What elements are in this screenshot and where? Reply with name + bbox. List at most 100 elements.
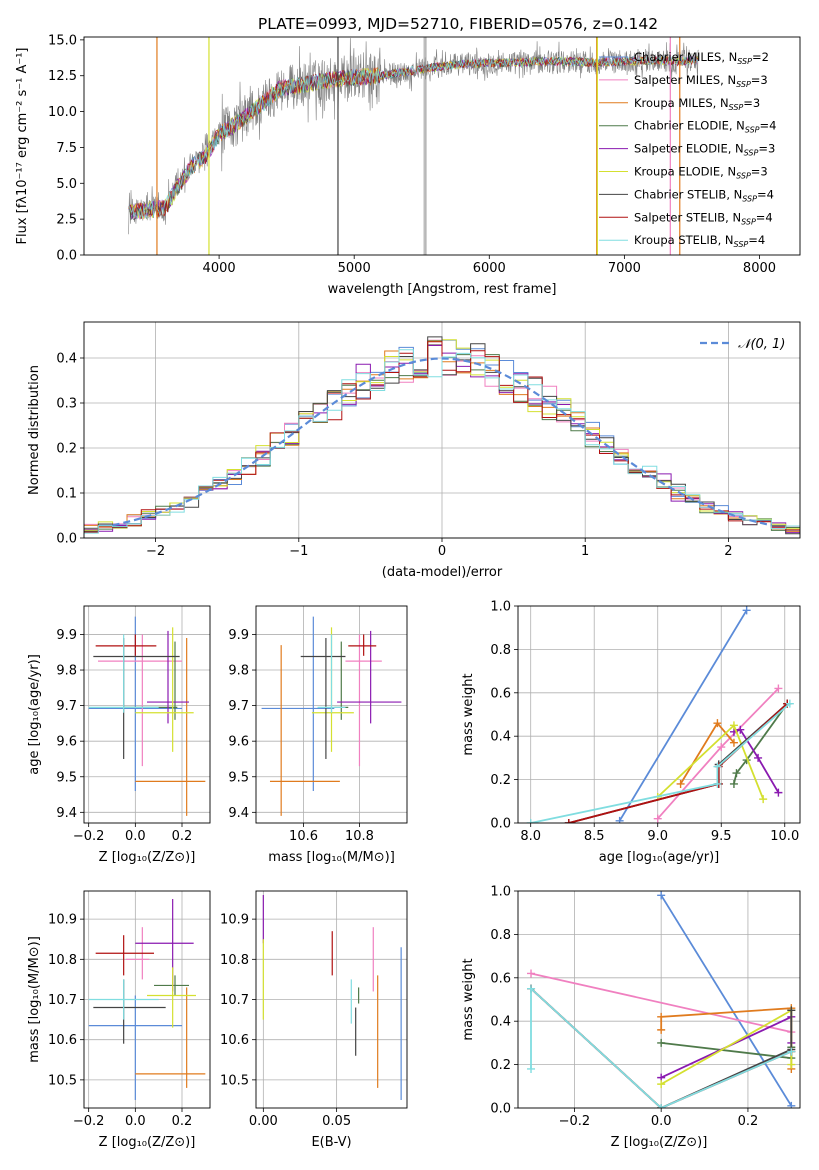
y-tick-label: 0.2: [56, 442, 77, 457]
marker-chabrier_miles: [615, 816, 624, 823]
spectrum-title: PLATE=0993, MJD=52710, FIBERID=0576, z=0…: [258, 15, 658, 33]
y-tick-label: 0.3: [56, 397, 77, 412]
x-tick-label: 8.0: [520, 829, 541, 844]
y-tick-label: 0.0: [56, 532, 77, 547]
marker-chabrier_stelib: [787, 1006, 796, 1015]
y-axis-label: mass weight: [461, 958, 476, 1040]
y-tick-label: 7.5: [56, 141, 77, 156]
y-tick-label: 15.0: [48, 33, 77, 48]
weight_vs_z-series: [527, 891, 796, 1108]
x-tick-label: 0.2: [738, 1114, 759, 1129]
marker-chabrier_elodie: [732, 769, 741, 778]
y-tick-label: 10.5: [220, 1073, 249, 1088]
marker-salpeter_miles: [717, 743, 726, 752]
y-tick-label: 2.5: [56, 213, 77, 228]
series-kroupa_stelib: [530, 986, 792, 1108]
legend-label-kroupa_stelib: Kroupa STELIB, NSSP=4: [634, 233, 765, 249]
y-tick-label: 0.0: [56, 249, 77, 264]
x-tick-label: 10.8: [345, 829, 374, 844]
x-tick-label: 0.05: [322, 1114, 351, 1129]
y-tick-label: 10.8: [48, 953, 77, 968]
axes-frame: [517, 605, 801, 824]
age_vs_z-points: [88, 616, 206, 816]
legend-label-kroupa_miles: Kroupa MILES, NSSP=3: [634, 96, 760, 112]
y-tick-label: 0.4: [56, 352, 77, 367]
y-tick-label: 9.4: [56, 806, 77, 821]
x-tick-label: 10.0: [770, 829, 799, 844]
series-salpeter_miles: [530, 972, 792, 1033]
weight_vs_z-panel: −0.2 0.0 0.2 0.0 0.2 0.4 0.6 0.8 1.0 Z [log₁₀(Z/Z…: [461, 885, 801, 1150]
marker-salpeter_miles: [527, 969, 536, 978]
spectrum-panel: PLATE=0993, MJD=52710, FIBERID=0576, z=0…: [15, 15, 801, 297]
histogram-kroupa_stelib: [84, 349, 800, 534]
marker-kroupa_stelib: [527, 1064, 536, 1073]
x-tick-label: 8000: [743, 261, 776, 276]
x-axis-label: mass [log₁₀(M/M⊙)]: [268, 850, 395, 865]
y-tick-label: 9.6: [56, 735, 77, 750]
marker-chabrier_miles: [787, 1101, 796, 1108]
y-tick-label: 9.9: [56, 628, 77, 643]
x-axis-label: Z [log₁₀(Z/Z⊙)]: [99, 850, 196, 865]
x-tick-label: 9.0: [647, 829, 668, 844]
marker-kroupa_stelib: [526, 819, 535, 823]
y-tick-label: 9.5: [228, 770, 249, 785]
marker-salpeter_elodie: [736, 725, 745, 734]
y-tick-label: 10.5: [48, 1073, 77, 1088]
mass_vs_ebv-points: [262, 895, 402, 1100]
y-tick-label: 10.6: [220, 1033, 249, 1048]
marker-kroupa_stelib: [527, 984, 536, 993]
y-axis-label: mass [log₁₀(M/M⊙)]: [27, 936, 42, 1063]
marker-kroupa_elodie: [759, 795, 768, 804]
weight_vs_age-panel: 8.0 8.5 9.0 9.5 10.0 0.0 0.2 0.4 0.6 0.8 1.0 age [l…: [461, 600, 801, 865]
x-tick-label: 0.00: [249, 1114, 278, 1129]
y-tick-label: 0.4: [490, 1015, 511, 1030]
series-salpeter_elodie: [733, 728, 780, 794]
y-tick-label: 9.5: [56, 770, 77, 785]
series-salpeter_stelib: [568, 702, 788, 823]
y-tick-label: 9.9: [228, 628, 249, 643]
y-tick-label: 10.9: [220, 913, 249, 928]
y-tick-label: 0.2: [490, 1058, 511, 1073]
x-tick-label: −0.2: [73, 1114, 105, 1129]
axes-frame: [83, 36, 801, 256]
marker-kroupa_miles: [729, 738, 738, 747]
y-tick-label: 0.6: [490, 971, 511, 986]
x-axis-label: E(B-V): [311, 1135, 351, 1150]
legend-label-salpeter_elodie: Salpeter ELODIE, NSSP=3: [634, 142, 775, 158]
age_vs_mass-panel: 10.6 10.8 9.4 9.5 9.6 9.7 9.8 9.9 mass [log₁₀(M/…: [228, 605, 408, 865]
x-tick-label: 0.0: [125, 1114, 146, 1129]
y-tick-label: 10.7: [220, 993, 249, 1008]
marker-kroupa_elodie: [729, 721, 738, 730]
x-tick-label: 0.2: [172, 1114, 193, 1129]
marker-kroupa_stelib: [713, 779, 722, 788]
legend-label-chabrier_stelib: Chabrier STELIB, NSSP=4: [634, 187, 774, 203]
x-tick-label: 6000: [473, 261, 506, 276]
marker-chabrier_elodie: [657, 1038, 666, 1047]
legend-label-kroupa_elodie: Kroupa ELODIE, NSSP=3: [634, 165, 768, 181]
marker-kroupa_stelib: [785, 699, 794, 708]
spectrum-legend: Chabrier MILES, NSSP=2 Salpeter MILES, NS…: [599, 50, 776, 249]
gaussian-legend-label: 𝒩(0, 1): [738, 337, 785, 352]
x-tick-label: 2: [724, 544, 732, 559]
x-tick-label: 9.5: [711, 829, 732, 844]
x-tick-label: 8.5: [584, 829, 605, 844]
y-tick-label: 0.0: [490, 817, 511, 832]
series-kroupa_stelib: [530, 702, 791, 823]
marker-kroupa_stelib: [657, 1104, 666, 1108]
marker-chabrier_miles: [742, 606, 751, 615]
y-tick-label: 0.8: [490, 928, 511, 943]
marker-kroupa_stelib: [787, 1047, 796, 1056]
x-tick-label: 0.2: [172, 829, 193, 844]
x-tick-label: −0.2: [559, 1114, 591, 1129]
marker-salpeter_miles: [653, 814, 662, 823]
x-tick-label: −1: [289, 544, 308, 559]
legend-label-salpeter_stelib: Salpeter STELIB, NSSP=4: [634, 210, 773, 226]
x-axis-label: Z [log₁₀(Z/Z⊙)]: [99, 1135, 196, 1150]
y-tick-label: 0.8: [490, 643, 511, 658]
x-tick-label: 10.6: [289, 829, 318, 844]
y-tick-label: 12.5: [48, 69, 77, 84]
y-tick-label: 9.7: [228, 699, 249, 714]
legend-label-salpeter_miles: Salpeter MILES, NSSP=3: [634, 73, 768, 89]
marker-kroupa_miles: [657, 1012, 666, 1021]
axes-frame: [83, 605, 211, 824]
